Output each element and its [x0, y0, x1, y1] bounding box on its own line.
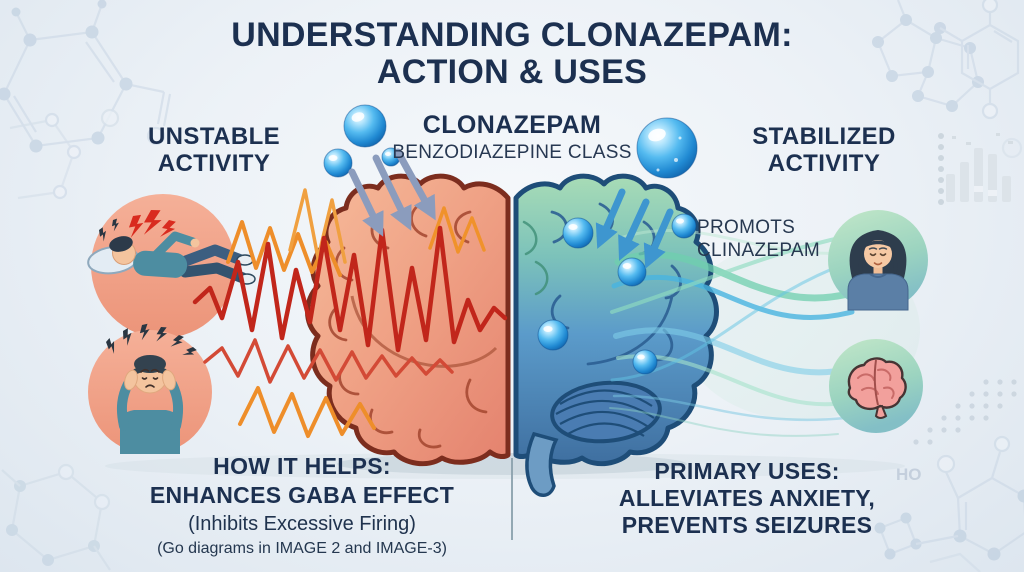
molecule-top-right: [872, 0, 1023, 159]
promotes-line1: PROMOTS: [697, 217, 796, 238]
page-title-line2: ACTION & USES: [376, 53, 648, 91]
faint-bar-chart: [938, 133, 1013, 205]
anxious-person-icon: [88, 323, 212, 454]
molecule-bottom-right: HO: [874, 435, 1024, 572]
stabilized-line1: STABILIZED: [752, 123, 896, 150]
stabilized-activity-label: STABILIZED ACTIVITY: [704, 123, 944, 177]
primary-uses-heading: PRIMARY USES:: [654, 458, 840, 484]
primary-uses-line2: PREVENTS SEIZURES: [621, 512, 873, 538]
healthy-brain-icon: [829, 339, 923, 433]
brain-stem: [525, 431, 559, 497]
drug-name: CLONAZEPAM: [422, 111, 602, 139]
unstable-line2: ACTIVITY: [157, 150, 271, 177]
primary-uses-line1: ALLEVIATES ANXIETY,: [618, 485, 876, 511]
how-it-helps-note: (Go diagrams in IMAGE 2 and IMAGE-3): [157, 540, 447, 557]
calm-woman-icon: [828, 210, 928, 311]
page-title: UNDERSTANDING CLONAZEPAM: ACTION & USES: [0, 17, 1024, 91]
down-arrows-right-icon: [595, 188, 674, 269]
how-it-helps-block: HOW IT HELPS: ENHANCES GABA EFFECT (Inhi…: [112, 452, 492, 560]
molecule-top-left: [0, 0, 172, 200]
page-title-line1: UNDERSTANDING CLONAZEPAM:: [231, 16, 793, 54]
gaba-spheres-on-brain: [537, 217, 658, 375]
drug-class: BENZODIAZEPINE CLASS: [392, 142, 632, 163]
primary-uses-block: PRIMARY USES: ALLEVIATES ANXIETY, PREVEN…: [577, 458, 917, 539]
unstable-activity-label: UNSTABLE ACTIVITY: [94, 123, 334, 177]
promotes-line2: CLINAZEPAM: [697, 240, 821, 261]
clonazepam-spheres-left: [323, 104, 401, 178]
how-it-helps-heading: HOW IT HELPS:: [213, 453, 391, 479]
how-it-helps-effect: ENHANCES GABA EFFECT: [149, 482, 455, 508]
unstable-spikes: [192, 188, 508, 438]
ho-label: HO: [896, 465, 922, 484]
molecule-bottom-left: [1, 463, 111, 571]
unstable-line1: UNSTABLE: [147, 123, 281, 150]
how-it-helps-mechanism: (Inhibits Excessive Firing): [188, 513, 416, 535]
dot-grid: [913, 379, 1017, 445]
clonazepam-label: CLONAZEPAM BENZODIAZEPINE CLASS: [352, 111, 672, 164]
stabilized-line2: ACTIVITY: [767, 150, 881, 177]
clonazepam-sphere-main: [636, 117, 698, 239]
down-arrows-left-icon: [348, 148, 436, 237]
promotes-label: PROMOTS CLINAZEPAM: [697, 216, 897, 262]
seizure-person-icon: [87, 194, 256, 338]
